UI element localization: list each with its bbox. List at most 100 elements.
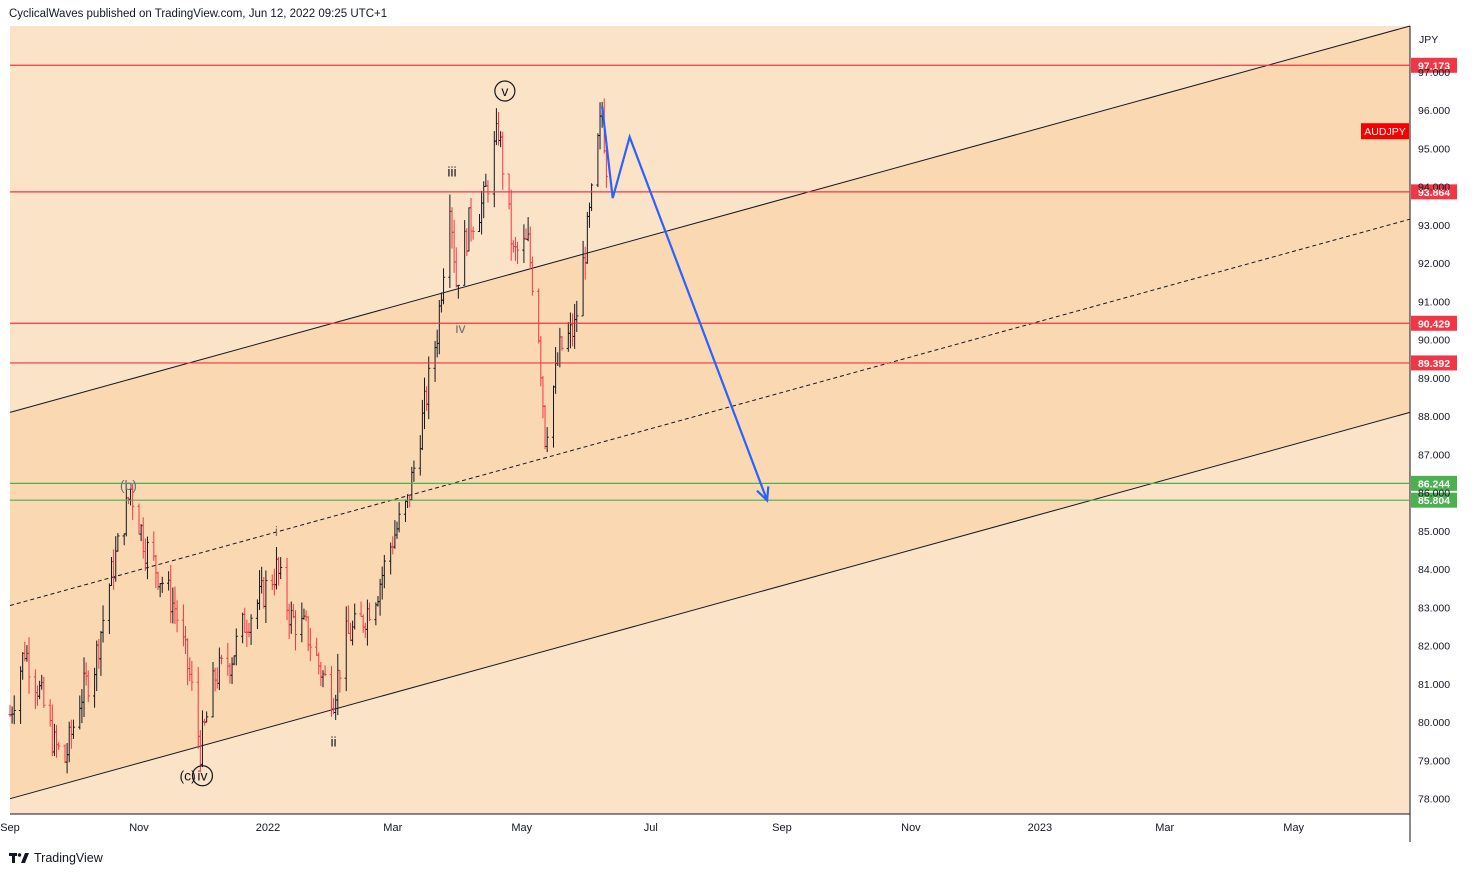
ohlc-bar [101,605,105,643]
ohlc-bar [515,241,520,265]
ohlc-bar [412,460,416,482]
footer[interactable]: TradingView [9,851,103,865]
publisher-header: CyclicalWaves published on TradingView.c… [9,8,388,20]
ohlc-bar [323,665,327,677]
channel-lower-line[interactable] [9,411,1411,800]
ohlc-bar [145,536,150,580]
ohlc-bar [219,654,224,665]
level-price-label: 90.429 [1418,318,1450,330]
ohlc-bar [545,427,549,453]
ohlc-bar [12,695,16,725]
ohlc-bar [353,603,357,630]
ohlc-bar [279,557,283,580]
ohlc-bar [427,356,431,420]
y-tick-label: 88.000 [1418,411,1450,423]
projection-arrow[interactable] [601,106,770,503]
ohlc-bar [560,335,564,351]
ohlc-bar [338,669,342,693]
y-tick-label: 82.000 [1418,641,1450,653]
currency-label: JPY [1419,34,1438,46]
y-tick-label: 90.000 [1418,335,1450,347]
ohlc-bar [57,742,61,750]
y-tick-label: 92.000 [1418,258,1450,270]
wave-label-circle [191,765,214,787]
ohlc-bar [190,660,194,691]
y-tick-label: 84.000 [1418,564,1450,576]
wave-label-circle [494,80,516,102]
x-tick-label: 2022 [256,822,280,834]
y-tick-label: 97.000 [1418,67,1450,79]
wave-label: iv [197,768,207,784]
ohlc-bar [456,284,460,299]
channel-fill [10,26,1410,799]
y-tick-label: 83.000 [1418,602,1450,614]
y-tick-label: 80.000 [1418,717,1450,729]
ohlc-bar [175,600,179,633]
wave-label: v [501,83,508,99]
ohlc-bar [575,300,579,333]
level-price-label: 89.392 [1418,358,1450,370]
y-tick-label: 95.000 [1418,143,1450,155]
ohlc-bar [293,610,298,651]
level-price-badge [1411,315,1457,331]
level-price-badge [1411,184,1457,200]
wave-label: (c) [179,768,195,784]
axes [10,26,1411,842]
wave-label: i [275,523,278,539]
ohlc-bar [116,533,120,552]
horizontal-levels[interactable]: 97.173 93.864 90.429 89.392 86.244 85.804 AUDJ… [10,57,1457,508]
x-tick-label: Nov [901,822,921,834]
ohlc-bar [589,183,594,212]
axis-labels: 78.000 79.000 80.000 81.000 82.000 83.000 84.0… [0,34,1450,834]
x-tick-label: Nov [129,822,149,834]
ohlc-bar [131,484,135,520]
level-price-badge [1411,355,1457,371]
level-price-badge [1411,57,1457,73]
symbol-badge [1361,123,1409,140]
level-price-label: 93.864 [1418,187,1450,199]
ohlc-bar [308,628,312,662]
ohlc-bar [382,554,386,589]
y-tick-label: 89.000 [1418,373,1450,385]
wave-label: iv [455,320,465,336]
ohlc-bar [264,570,268,623]
y-tick-label: 93.000 [1418,220,1450,232]
ohlc-bar [234,628,238,666]
projection-path[interactable] [601,106,769,501]
tradingview-logo-icon [9,853,29,863]
y-tick-label: 91.000 [1418,296,1450,308]
x-tick-label: Sep [772,822,792,834]
y-tick-label: 87.000 [1418,449,1450,461]
level-price-label: 97.173 [1418,60,1450,72]
y-tick-label: 96.000 [1418,105,1450,117]
symbol-label: AUDJPY [1364,126,1405,138]
x-tick-label: Sep [0,822,20,834]
ohlc-bar [397,502,401,533]
regression-channel[interactable] [9,25,1411,800]
level-price-label: 86.244 [1418,478,1450,490]
ohlc-bar [27,637,31,694]
ohlc-bar [530,256,534,296]
wave-label: iii [447,163,456,179]
ohlc-bar [249,614,253,646]
chart-background [10,26,1410,814]
ohlc-bar [367,602,372,622]
ohlc-bar [441,268,446,305]
ohlc-bars [8,98,608,774]
y-tick-label: 94.000 [1418,182,1450,194]
channel-upper-line[interactable] [9,25,1411,413]
ohlc-bar [471,226,475,240]
y-tick-label: 81.000 [1418,679,1450,691]
level-price-badge [1411,492,1457,508]
x-tick-label: Mar [383,822,402,834]
x-tick-label: Jul [644,822,658,834]
y-tick-label: 79.000 [1418,755,1450,767]
x-tick-label: Mar [1155,822,1174,834]
x-tick-label: 2023 [1028,822,1052,834]
ohlc-bar [71,719,76,739]
wave-label: ii [330,733,336,749]
ohlc-bar [501,131,505,190]
x-tick-label: May [1283,822,1304,834]
